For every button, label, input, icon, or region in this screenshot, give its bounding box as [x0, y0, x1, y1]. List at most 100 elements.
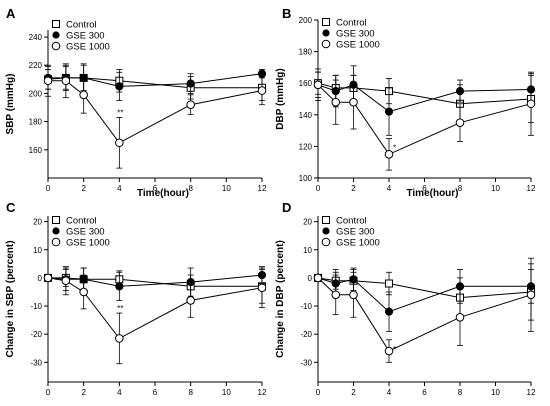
point-d-gse-1000-0	[313, 273, 323, 283]
legend-label-b-gse-1000: GSE 1000	[336, 40, 380, 51]
panel-label-d: D	[282, 200, 291, 215]
y-tick-label-b-100: 100	[299, 174, 313, 183]
x-tick-label-c-0: 0	[46, 388, 51, 397]
legend-label-a-control: Control	[66, 20, 97, 31]
legend-marker-d-control	[322, 216, 330, 224]
x-tick-label-c-8: 8	[188, 388, 193, 397]
y-tick-label-d-0: 0	[308, 274, 313, 283]
y-axis-label-a: SBP (mmHg)	[5, 74, 16, 135]
panel-label-a: A	[6, 6, 16, 21]
x-tick-label-b-8: 8	[458, 184, 463, 193]
series-d-gse-300	[313, 267, 536, 332]
panel-a: A 0 2 4 6 8 10 12 160 180 200 220 240 SBP (mmHg) Time(…	[5, 6, 267, 199]
point-b-gse-300-4	[455, 87, 465, 96]
series-d-gse-1000	[313, 257, 536, 363]
legend-marker-d-gse-300	[322, 227, 330, 235]
annotation-c-0: **	[117, 304, 123, 313]
point-a-gse-1000-0	[43, 76, 53, 86]
legend-marker-a-gse-300	[52, 31, 60, 39]
x-tick-label-b-6: 6	[422, 184, 427, 193]
point-d-gse-300-3	[384, 307, 394, 316]
x-tick-label-a-2: 2	[81, 184, 86, 193]
legend-label-c-gse-300: GSE 300	[66, 227, 105, 238]
point-c-gse-1000-5	[257, 283, 267, 293]
y-tick-label-b-160: 160	[299, 79, 313, 88]
point-b-gse-1000-4	[455, 118, 465, 127]
point-a-gse-1000-4	[186, 100, 195, 110]
legend-label-c-gse-1000: GSE 1000	[66, 238, 110, 249]
point-c-gse-1000-0	[43, 273, 53, 283]
point-d-gse-1000-5	[526, 290, 536, 300]
panel-label-b: B	[282, 6, 291, 21]
point-a-gse-1000-1	[61, 76, 71, 86]
series-d-control	[314, 263, 535, 321]
x-tick-label-a-0: 0	[46, 184, 51, 193]
y-tick-label-a-160: 160	[29, 146, 43, 155]
annotation-b-0: *	[393, 144, 396, 153]
legend-marker-c-control	[52, 216, 60, 224]
point-a-gse-300-3	[115, 82, 124, 91]
point-c-gse-1000-1	[61, 276, 71, 286]
x-tick-label-d-2: 2	[351, 388, 356, 397]
x-tick-label-b-4: 4	[387, 184, 392, 193]
point-b-gse-1000-0	[313, 80, 323, 90]
x-tick-label-b-0: 0	[316, 184, 321, 193]
legend-label-a-gse-1000: GSE 1000	[66, 42, 110, 53]
point-d-gse-1000-4	[455, 312, 465, 322]
point-a-gse-1000-5	[257, 86, 267, 95]
legend-item-a-control: Control	[52, 20, 97, 31]
series-c-control	[44, 267, 266, 304]
x-tick-label-d-10: 10	[491, 388, 500, 397]
x-tick-label-d-4: 4	[387, 388, 392, 397]
panel-d: D 0 2 4 6 8 10 12 -30 -20 -10 0 10 20 Change in DBP (p…	[275, 200, 536, 397]
x-tick-label-d-6: 6	[422, 388, 427, 397]
y-tick-label-a-200: 200	[29, 89, 43, 98]
legend-item-b-control: Control	[322, 18, 367, 29]
point-d-gse-1000-1	[331, 290, 341, 300]
legend-label-d-gse-1000: GSE 1000	[336, 238, 380, 249]
x-tick-label-a-10: 10	[222, 184, 231, 193]
legend-marker-d-gse-1000	[321, 237, 331, 247]
x-tick-label-a-6: 6	[153, 184, 158, 193]
legend-marker-b-gse-300	[322, 29, 330, 37]
point-d-control-3	[385, 279, 393, 288]
legend-item-b-gse-1000: GSE 1000	[321, 40, 380, 51]
series-c-gse-1000	[43, 266, 267, 365]
x-tick-label-c-2: 2	[81, 388, 86, 397]
y-tick-label-c-0: 0	[38, 274, 43, 283]
point-b-gse-300-3	[384, 107, 394, 116]
legend-marker-a-control	[52, 20, 60, 28]
y-tick-label-b-180: 180	[299, 48, 313, 57]
series-a-gse-300	[43, 63, 267, 101]
series-line-c-gse-1000	[47, 277, 263, 340]
y-axis-label-c: Change in SBP (percent)	[5, 240, 16, 357]
point-d-gse-1000-2	[349, 290, 358, 300]
point-c-gse-1000-3	[115, 334, 124, 343]
y-tick-label-b-120: 120	[299, 142, 313, 151]
legend-label-c-control: Control	[66, 216, 97, 227]
x-tick-label-d-12: 12	[527, 388, 536, 397]
y-tick-label-c-10: 10	[33, 246, 42, 255]
legend-item-d-gse-1000: GSE 1000	[321, 237, 380, 249]
point-d-gse-1000-3	[384, 346, 394, 356]
legend-label-d-control: Control	[336, 216, 367, 227]
annotation-a-0: **	[117, 108, 123, 117]
legend-item-c-gse-1000: GSE 1000	[51, 238, 110, 249]
series-a-gse-1000	[43, 63, 267, 169]
y-tick-label-a-220: 220	[29, 61, 43, 70]
legend-label-a-gse-300: GSE 300	[66, 31, 105, 42]
x-axis-label-a: Time(hour)	[137, 188, 189, 199]
y-tick-label-d-30: -30	[300, 358, 312, 367]
point-c-gse-1000-2	[79, 287, 88, 297]
series-b-control	[314, 71, 535, 124]
y-tick-label-a-240: 240	[29, 33, 43, 42]
x-tick-label-a-4: 4	[117, 184, 122, 193]
y-tick-label-d-20: -20	[300, 330, 312, 339]
series-line-a-gse-1000	[48, 80, 263, 144]
legend-item-b-gse-300: GSE 300	[322, 29, 375, 40]
